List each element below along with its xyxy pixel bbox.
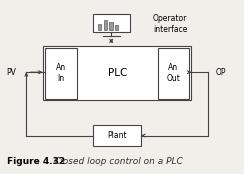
Bar bbox=[93, 125, 141, 146]
Bar bbox=[93, 14, 130, 32]
Bar bbox=[45, 48, 77, 99]
Text: An
In: An In bbox=[56, 63, 66, 84]
Text: Operator
interface: Operator interface bbox=[153, 14, 187, 34]
Bar bbox=[98, 23, 101, 30]
Text: Plant: Plant bbox=[107, 131, 127, 140]
Text: Closed loop control on a PLC: Closed loop control on a PLC bbox=[54, 157, 183, 166]
Text: OP: OP bbox=[216, 68, 226, 77]
Bar bbox=[104, 20, 107, 30]
Bar bbox=[43, 46, 191, 100]
Text: PV: PV bbox=[6, 68, 16, 77]
Text: Figure 4.32: Figure 4.32 bbox=[7, 157, 65, 166]
Text: An
Out: An Out bbox=[166, 63, 180, 84]
Bar bbox=[115, 25, 118, 30]
Bar bbox=[158, 48, 189, 99]
Text: PLC: PLC bbox=[108, 68, 127, 78]
Bar bbox=[109, 22, 112, 30]
